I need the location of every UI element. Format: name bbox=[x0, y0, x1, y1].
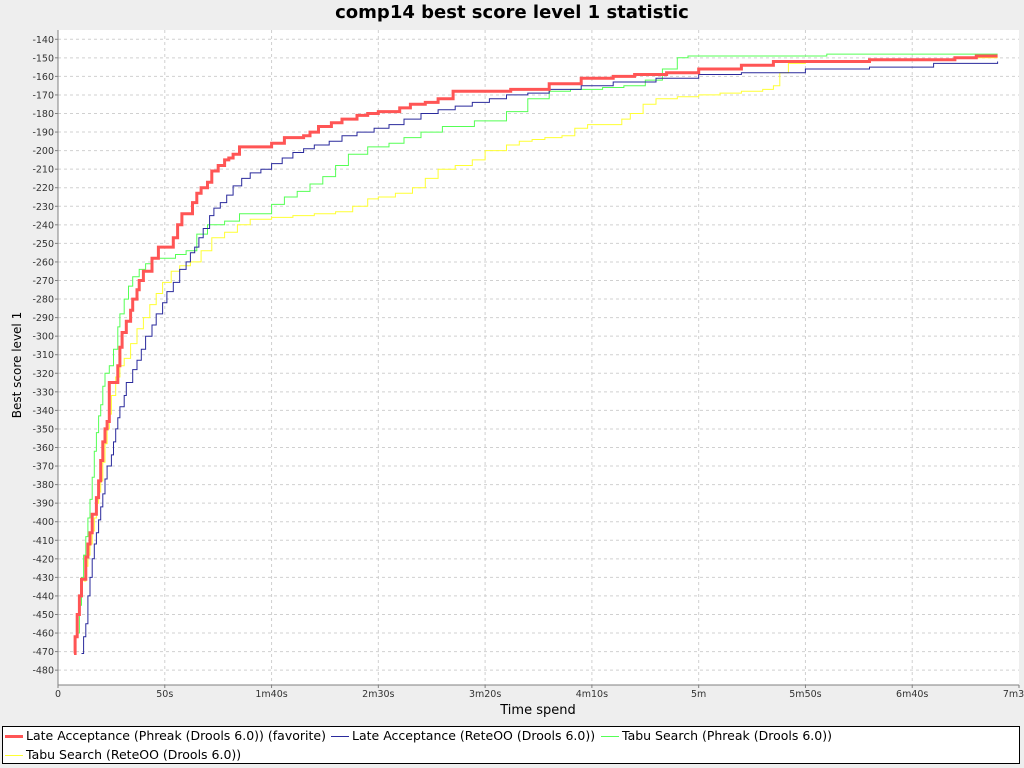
legend-item: Tabu Search (Phreak (Drools 6.0)) bbox=[601, 727, 832, 745]
series-line-2 bbox=[81, 61, 999, 654]
x-tick-label: 6m40s bbox=[896, 689, 928, 700]
y-tick-label: -390 bbox=[32, 499, 54, 510]
y-tick-label: -340 bbox=[32, 406, 54, 417]
legend-item: Late Acceptance (Phreak (Drools 6.0)) (f… bbox=[5, 727, 326, 745]
x-axis: 0 50s 1m40s 2m30s 3m20s 4m10s 5m 5m50s 6m40s 7m30… bbox=[55, 684, 1024, 700]
legend-label: Late Acceptance (ReteOO (Drools 6.0)) bbox=[352, 728, 596, 743]
y-tick-label: -280 bbox=[32, 295, 54, 306]
y-tick-label: -180 bbox=[32, 109, 54, 120]
plot-area bbox=[58, 30, 1019, 685]
y-tick-label: -470 bbox=[32, 647, 54, 658]
y-tick-label: -420 bbox=[32, 554, 54, 565]
legend-item: Late Acceptance (ReteOO (Drools 6.0)) bbox=[331, 727, 595, 745]
series-layer bbox=[73, 53, 999, 655]
x-tick-label: 5m50s bbox=[789, 689, 821, 700]
legend-swatch bbox=[5, 755, 23, 756]
x-tick-label: 5m bbox=[691, 689, 706, 700]
x-tick-label: 1m40s bbox=[255, 689, 287, 700]
x-tick-label: 2m30s bbox=[362, 689, 394, 700]
chart-title: comp14 best score level 1 statistic bbox=[335, 2, 689, 23]
y-tick-label: -290 bbox=[32, 313, 54, 324]
x-tick-label: 7m30s bbox=[1003, 689, 1024, 700]
x-tick-label: 0 bbox=[55, 689, 61, 700]
chart-canvas: -140 -150 -160 -170 -180 -190 -200 -210 -220 -230… bbox=[10, 30, 1024, 718]
legend: Late Acceptance (Phreak (Drools 6.0)) (f… bbox=[2, 726, 1020, 764]
legend-swatch bbox=[601, 736, 619, 737]
y-tick-label: -170 bbox=[32, 90, 54, 101]
y-tick-label: -440 bbox=[32, 591, 54, 602]
y-tick-label: -250 bbox=[32, 239, 54, 250]
y-tick-label: -310 bbox=[32, 350, 54, 361]
y-tick-label: -210 bbox=[32, 165, 54, 176]
y-tick-label: -260 bbox=[32, 257, 54, 268]
y-tick-label: -360 bbox=[32, 443, 54, 454]
legend-label: Tabu Search (Phreak (Drools 6.0)) bbox=[622, 728, 832, 743]
y-axis: -140 -150 -160 -170 -180 -190 -200 -210 -220 -230… bbox=[32, 30, 59, 685]
y-tick-label: -160 bbox=[32, 72, 54, 83]
y-tick-label: -430 bbox=[32, 573, 54, 584]
x-tick-label: 4m10s bbox=[576, 689, 608, 700]
y-tick-label: -230 bbox=[32, 202, 54, 213]
y-tick-label: -320 bbox=[32, 369, 54, 380]
y-tick-label: -200 bbox=[32, 146, 54, 157]
y-tick-label: -270 bbox=[32, 276, 54, 287]
series-line-3 bbox=[77, 53, 998, 634]
y-tick-label: -140 bbox=[32, 35, 54, 46]
y-tick-label: -380 bbox=[32, 480, 54, 491]
legend-swatch bbox=[5, 735, 23, 738]
series-line-1 bbox=[73, 54, 998, 655]
y-tick-label: -400 bbox=[32, 517, 54, 528]
x-tick-label: 3m20s bbox=[469, 689, 501, 700]
grid-lines bbox=[58, 30, 1019, 685]
legend-label: Late Acceptance (Phreak (Drools 6.0)) (f… bbox=[26, 728, 326, 743]
x-axis-label: Time spend bbox=[499, 703, 575, 718]
y-tick-label: -450 bbox=[32, 610, 54, 621]
y-tick-label: -300 bbox=[32, 332, 54, 343]
y-tick-label: -240 bbox=[32, 220, 54, 231]
x-tick-label: 50s bbox=[156, 689, 173, 700]
legend-swatch bbox=[331, 736, 349, 737]
y-tick-label: -150 bbox=[32, 53, 54, 64]
y-tick-label: -220 bbox=[32, 183, 54, 194]
legend-label: Tabu Search (ReteOO (Drools 6.0)) bbox=[26, 747, 242, 762]
y-tick-label: -480 bbox=[32, 666, 54, 677]
y-tick-label: -460 bbox=[32, 629, 54, 640]
y-tick-label: -350 bbox=[32, 424, 54, 435]
y-tick-label: -330 bbox=[32, 387, 54, 398]
y-tick-label: -410 bbox=[32, 536, 54, 547]
y-axis-label: Best score level 1 bbox=[10, 312, 24, 418]
legend-item: Tabu Search (ReteOO (Drools 6.0)) bbox=[5, 746, 241, 764]
y-tick-label: -370 bbox=[32, 462, 54, 473]
y-tick-label: -190 bbox=[32, 128, 54, 139]
